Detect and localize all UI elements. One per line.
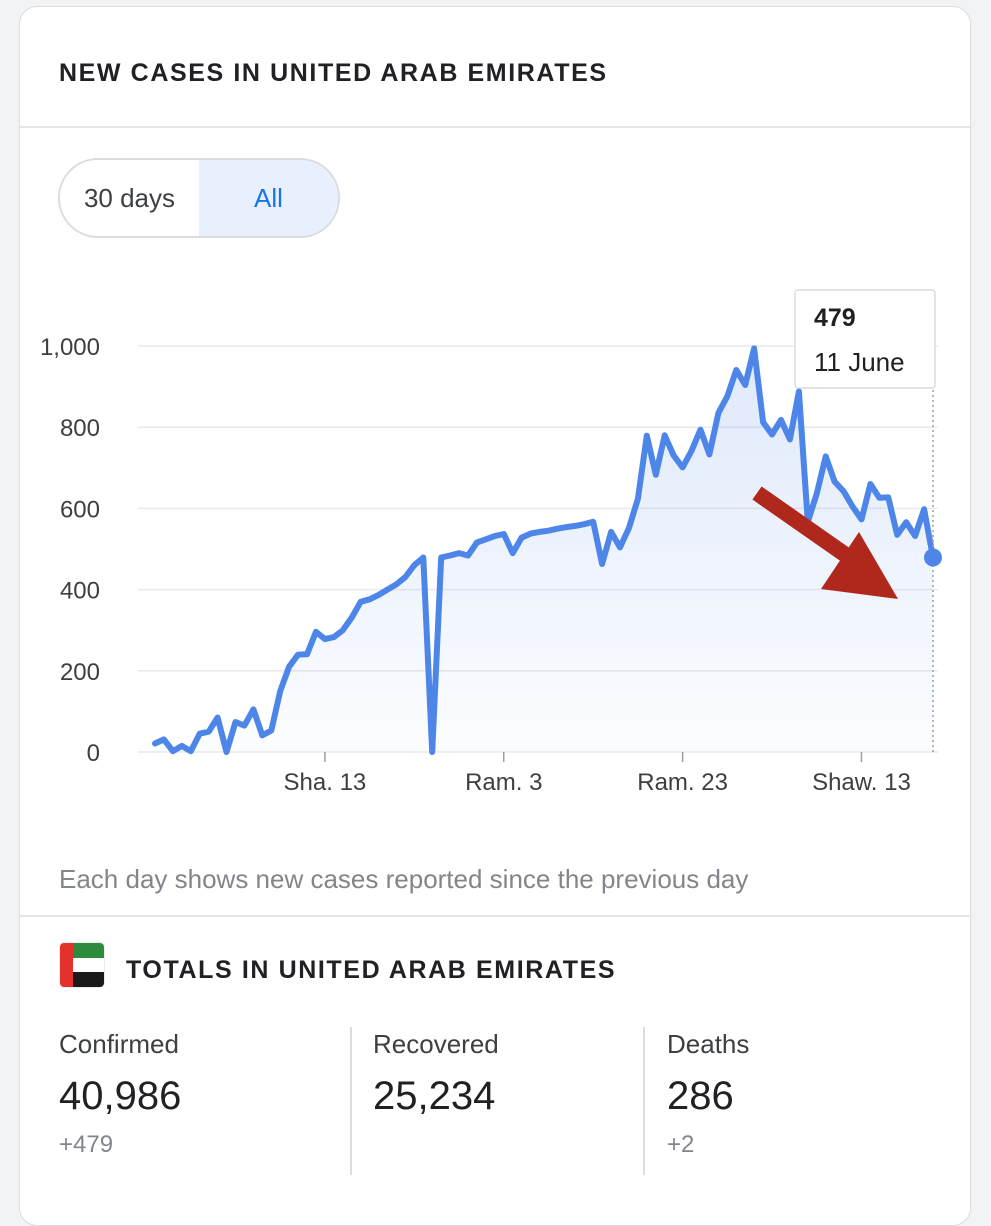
y-tick-label: 600 xyxy=(60,496,100,523)
confirmed-label: Confirmed xyxy=(59,1029,179,1059)
y-tick-label: 800 xyxy=(60,415,100,442)
range-30-days-button[interactable]: 30 days xyxy=(60,160,199,236)
x-tick-label: Ram. 23 xyxy=(637,769,728,796)
stat-recovered: Recovered 25,234 xyxy=(373,1029,499,1119)
range-all-button[interactable]: All xyxy=(199,160,338,236)
y-tick-label: 200 xyxy=(60,659,100,686)
arrow-shaft xyxy=(752,486,855,565)
cases-series-line xyxy=(152,345,936,755)
trend-arrow-annotation xyxy=(752,486,898,599)
highlight-point[interactable] xyxy=(924,548,942,567)
y-tick-label: 1,000 xyxy=(40,334,100,361)
deaths-label: Deaths xyxy=(667,1029,750,1059)
deaths-value: 286 xyxy=(667,1074,734,1118)
tooltip-value: 479 xyxy=(814,304,856,332)
stat-deaths: Deaths 286 +2 xyxy=(667,1029,749,1159)
range-toggle: 30 days All xyxy=(58,158,340,238)
arrow-head xyxy=(821,532,898,599)
header-divider xyxy=(20,126,972,128)
y-tick-label: 400 xyxy=(60,578,100,605)
chart-footnote: Each day shows new cases reported since … xyxy=(59,864,749,894)
totals-divider xyxy=(20,915,972,917)
tooltip-date: 11 June xyxy=(814,347,905,377)
new-cases-chart: 0 200 400 600 800 1,000 Sha. 13 Ram. 3 Ram. 23 S… xyxy=(40,289,942,796)
uae-flag-icon xyxy=(60,943,104,987)
x-tick-label: Sha. 13 xyxy=(284,769,367,796)
stat-confirmed: Confirmed 40,986 +479 xyxy=(59,1029,181,1159)
recovered-label: Recovered xyxy=(373,1029,499,1059)
stat-separator xyxy=(350,1027,352,1175)
recovered-value: 25,234 xyxy=(373,1074,496,1118)
stat-separator xyxy=(643,1027,645,1175)
card-title: NEW CASES IN UNITED ARAB EMIRATES xyxy=(59,59,608,87)
chart-tooltip: 479 11 June xyxy=(794,289,936,389)
confirmed-delta: +479 xyxy=(59,1131,114,1158)
y-tick-label: 0 xyxy=(87,740,100,767)
x-tick-label: Ram. 3 xyxy=(465,769,542,796)
cases-area-fill xyxy=(155,348,933,752)
confirmed-value: 40,986 xyxy=(59,1074,182,1118)
deaths-delta: +2 xyxy=(667,1131,695,1158)
totals-title: TOTALS IN UNITED ARAB EMIRATES xyxy=(126,956,617,984)
x-tick-label: Shaw. 13 xyxy=(812,769,911,796)
